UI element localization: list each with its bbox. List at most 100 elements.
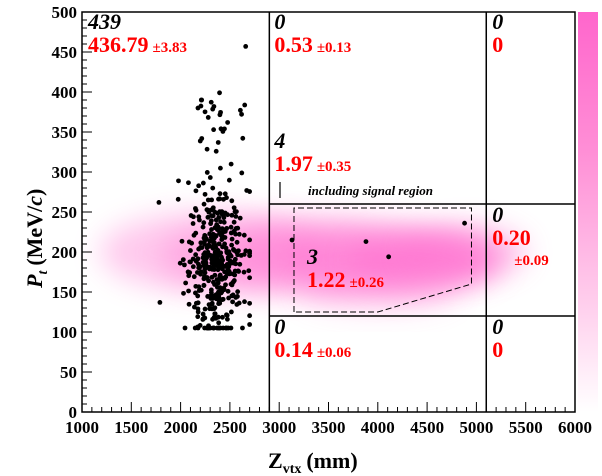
event-point bbox=[219, 256, 224, 261]
event-point bbox=[225, 212, 230, 217]
event-point bbox=[186, 180, 191, 185]
region-observed-count: 0 bbox=[492, 314, 503, 339]
y-tick-label: 250 bbox=[52, 203, 78, 222]
event-point bbox=[194, 188, 199, 193]
event-point bbox=[180, 239, 185, 244]
event-point bbox=[233, 214, 238, 219]
y-tick-label: 150 bbox=[52, 283, 78, 302]
event-point bbox=[227, 178, 232, 183]
event-point bbox=[238, 108, 243, 113]
event-point bbox=[183, 281, 188, 286]
event-point bbox=[203, 251, 208, 256]
event-point bbox=[235, 240, 240, 245]
event-point bbox=[217, 90, 222, 95]
event-point bbox=[235, 294, 240, 299]
signal-event-point bbox=[462, 221, 467, 226]
region-observed-count: 3 bbox=[306, 244, 318, 269]
event-point bbox=[201, 225, 206, 230]
event-point bbox=[229, 243, 234, 248]
region-estimate: 0 bbox=[492, 32, 503, 57]
x-tick-label: 1500 bbox=[114, 418, 148, 437]
event-point bbox=[205, 147, 210, 152]
event-point bbox=[247, 322, 252, 327]
event-point bbox=[221, 297, 226, 302]
event-point bbox=[238, 216, 243, 221]
event-point bbox=[229, 254, 234, 259]
event-point bbox=[157, 200, 162, 205]
event-point bbox=[183, 326, 188, 331]
event-point bbox=[217, 241, 222, 246]
event-point bbox=[219, 233, 224, 238]
event-point bbox=[203, 307, 208, 312]
color-palette-bar bbox=[578, 12, 598, 412]
event-point bbox=[197, 265, 202, 270]
event-point bbox=[202, 202, 207, 207]
event-point bbox=[221, 197, 226, 202]
event-point bbox=[205, 275, 210, 280]
event-point bbox=[182, 262, 187, 267]
event-point bbox=[187, 302, 192, 307]
y-tick-label: 450 bbox=[52, 43, 78, 62]
event-point bbox=[186, 289, 191, 294]
event-point bbox=[225, 313, 230, 318]
x-tick-label: 5500 bbox=[509, 418, 543, 437]
event-point bbox=[216, 215, 221, 220]
event-point bbox=[212, 315, 217, 320]
event-point bbox=[215, 285, 220, 290]
event-point bbox=[204, 261, 209, 266]
event-point bbox=[200, 245, 205, 250]
axis-ticks: 1000 1500 2000 2500 3000 3500 4000 4500 5000 5500… bbox=[52, 3, 593, 437]
event-point bbox=[197, 218, 202, 223]
event-point bbox=[247, 301, 252, 306]
region-estimate: 0.53 ±0.13 bbox=[274, 32, 351, 57]
event-point bbox=[221, 286, 226, 291]
event-point bbox=[231, 260, 236, 265]
event-point bbox=[242, 233, 247, 238]
event-point bbox=[192, 274, 197, 279]
event-point bbox=[230, 299, 235, 304]
event-point bbox=[205, 326, 210, 331]
event-point bbox=[196, 183, 201, 188]
event-point bbox=[234, 302, 239, 307]
event-point bbox=[203, 270, 208, 275]
event-point bbox=[239, 112, 244, 117]
event-point bbox=[218, 273, 223, 278]
event-point bbox=[215, 211, 220, 216]
y-tick-label: 350 bbox=[52, 123, 78, 142]
region-estimate: 0.14 ±0.06 bbox=[274, 337, 351, 362]
event-point bbox=[222, 242, 227, 247]
event-point bbox=[247, 238, 252, 243]
event-point bbox=[225, 120, 230, 125]
event-point bbox=[210, 275, 215, 280]
event-point bbox=[229, 326, 234, 331]
event-point bbox=[229, 198, 234, 203]
y-axis-title: Pt(MeV/c) bbox=[22, 189, 51, 289]
signal-event-point bbox=[364, 239, 369, 244]
event-point bbox=[246, 268, 251, 273]
event-point bbox=[193, 284, 198, 289]
event-point bbox=[191, 221, 196, 226]
event-point bbox=[218, 191, 223, 196]
event-point bbox=[205, 170, 210, 175]
event-point bbox=[176, 197, 181, 202]
event-point bbox=[218, 110, 223, 115]
x-tick-label: 5000 bbox=[459, 418, 493, 437]
event-point bbox=[195, 314, 200, 319]
event-point bbox=[205, 207, 210, 212]
event-point bbox=[208, 175, 213, 180]
event-point bbox=[209, 235, 214, 240]
event-point bbox=[225, 271, 230, 276]
event-point bbox=[247, 313, 252, 318]
event-point bbox=[199, 98, 204, 103]
event-point bbox=[224, 246, 229, 251]
x-tick-label: 4000 bbox=[361, 418, 395, 437]
x-tick-label: 2000 bbox=[164, 418, 198, 437]
event-point bbox=[229, 310, 234, 315]
region-observed-count: 0 bbox=[492, 202, 503, 227]
event-point bbox=[189, 213, 194, 218]
x-tick-label: 4500 bbox=[410, 418, 444, 437]
region-observed-count: 0 bbox=[274, 314, 285, 339]
event-point bbox=[194, 208, 199, 213]
event-point bbox=[229, 162, 234, 167]
